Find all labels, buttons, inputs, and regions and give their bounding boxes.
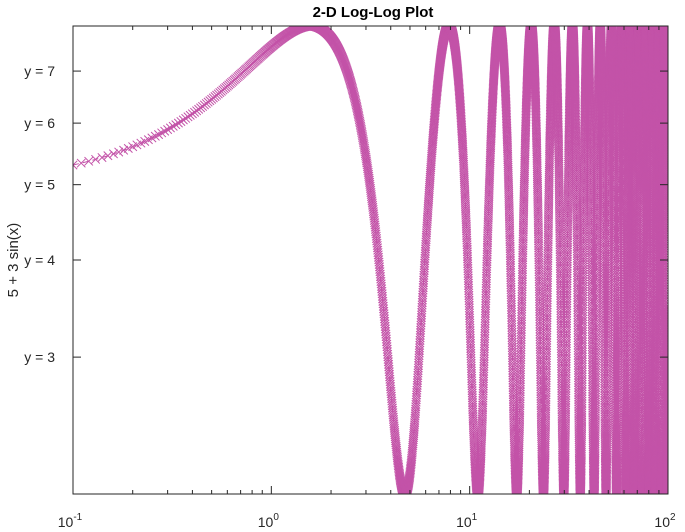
data-point bbox=[108, 149, 119, 159]
data-point bbox=[178, 115, 188, 125]
data-point bbox=[360, 145, 370, 155]
data-point bbox=[361, 156, 372, 166]
data-point bbox=[153, 129, 164, 140]
data-point bbox=[168, 121, 178, 131]
data-point bbox=[103, 151, 113, 161]
data-point bbox=[347, 82, 357, 92]
data-point bbox=[171, 120, 181, 130]
data-point bbox=[84, 156, 94, 166]
data-point bbox=[160, 126, 170, 136]
data-point bbox=[76, 158, 86, 168]
data-point bbox=[183, 112, 193, 122]
data-point bbox=[181, 113, 191, 123]
data-point bbox=[73, 160, 78, 170]
data-point bbox=[360, 149, 370, 159]
data-point bbox=[114, 147, 124, 157]
data-point bbox=[346, 78, 356, 89]
chart-title: 2-D Log-Log Plot bbox=[313, 4, 434, 21]
data-point bbox=[360, 147, 370, 157]
data-point bbox=[361, 154, 371, 164]
data-point bbox=[361, 150, 371, 160]
data-point bbox=[176, 116, 186, 127]
data-point bbox=[361, 152, 371, 162]
data-point bbox=[347, 81, 357, 91]
data-point bbox=[163, 125, 173, 135]
data-point bbox=[346, 80, 356, 90]
data-point bbox=[97, 152, 107, 163]
data-point bbox=[362, 158, 372, 168]
data-point bbox=[157, 128, 167, 138]
data-point bbox=[173, 118, 183, 128]
data-point bbox=[165, 123, 176, 133]
data-point bbox=[119, 145, 129, 155]
data-point bbox=[91, 154, 101, 164]
data-point bbox=[347, 83, 357, 94]
series-layer bbox=[73, 26, 668, 494]
